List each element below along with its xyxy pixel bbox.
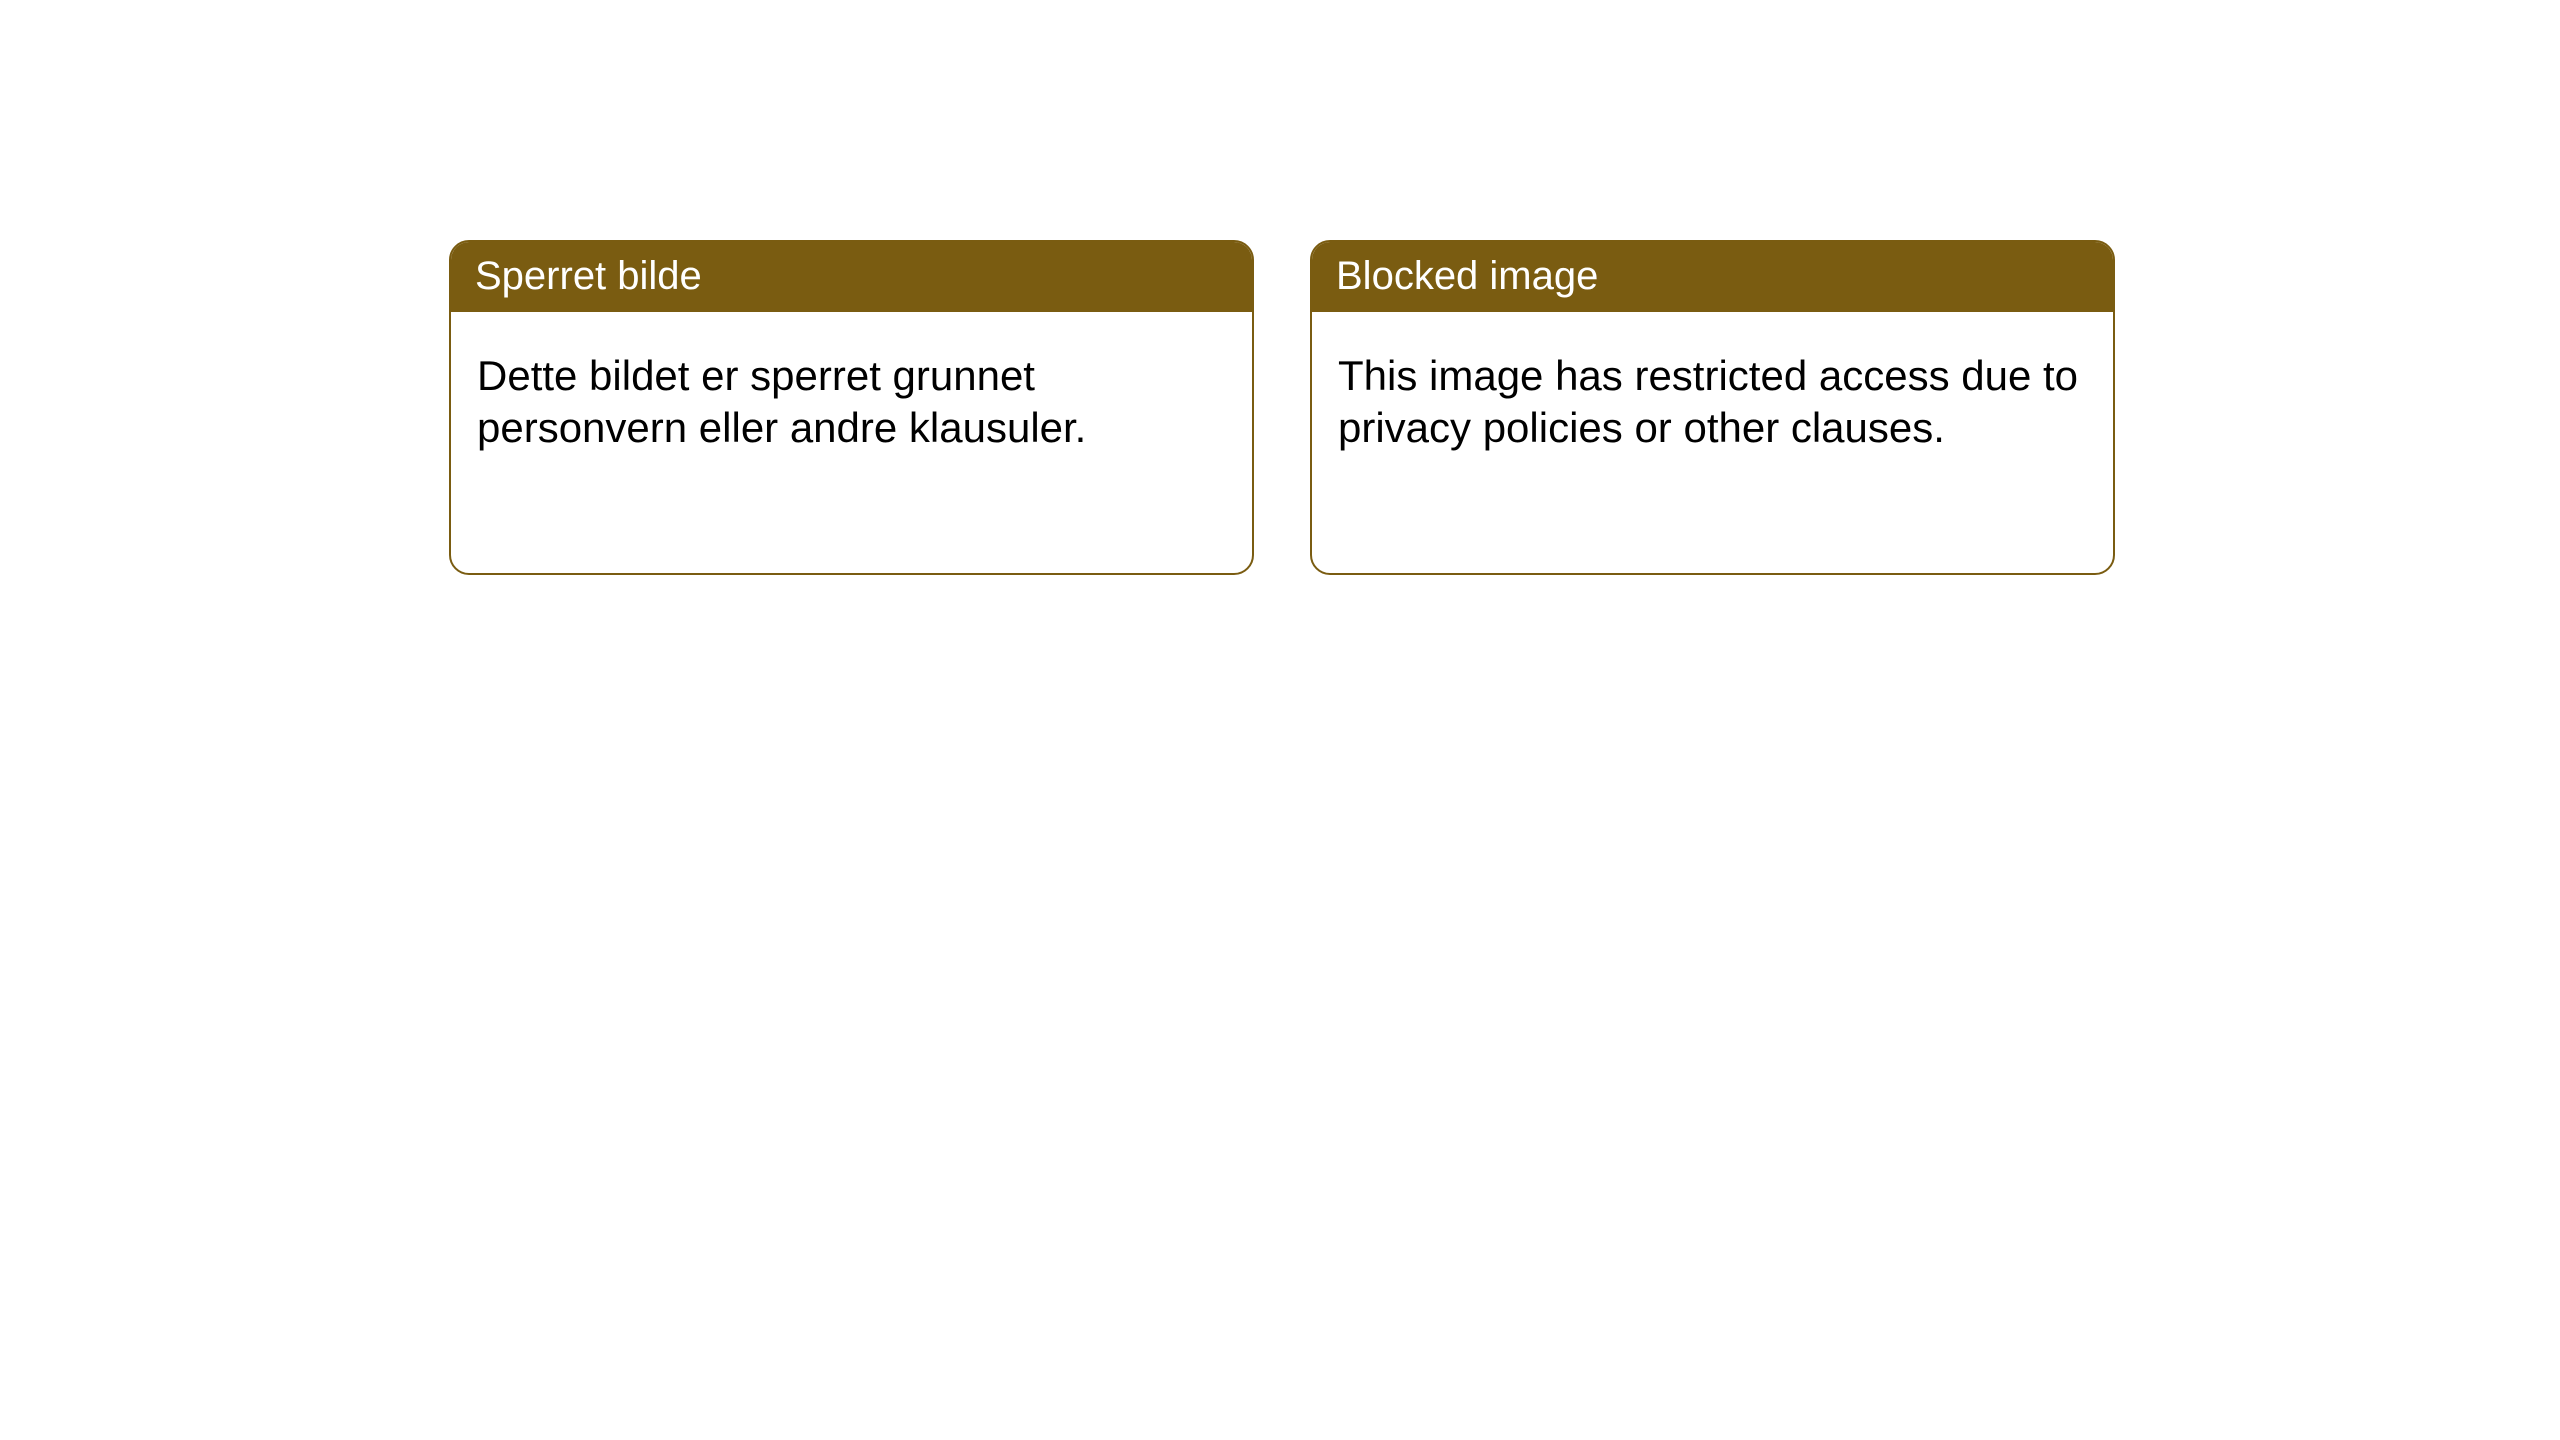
card-body-text: This image has restricted access due to … [1338, 352, 2078, 451]
card-body: Dette bildet er sperret grunnet personve… [451, 312, 1252, 480]
card-body: This image has restricted access due to … [1312, 312, 2113, 480]
card-header: Sperret bilde [451, 242, 1252, 312]
card-english: Blocked image This image has restricted … [1310, 240, 2115, 575]
card-title: Blocked image [1336, 254, 1598, 298]
card-body-text: Dette bildet er sperret grunnet personve… [477, 352, 1086, 451]
card-norwegian: Sperret bilde Dette bildet er sperret gr… [449, 240, 1254, 575]
card-title: Sperret bilde [475, 254, 702, 298]
card-header: Blocked image [1312, 242, 2113, 312]
cards-row: Sperret bilde Dette bildet er sperret gr… [449, 240, 2115, 575]
